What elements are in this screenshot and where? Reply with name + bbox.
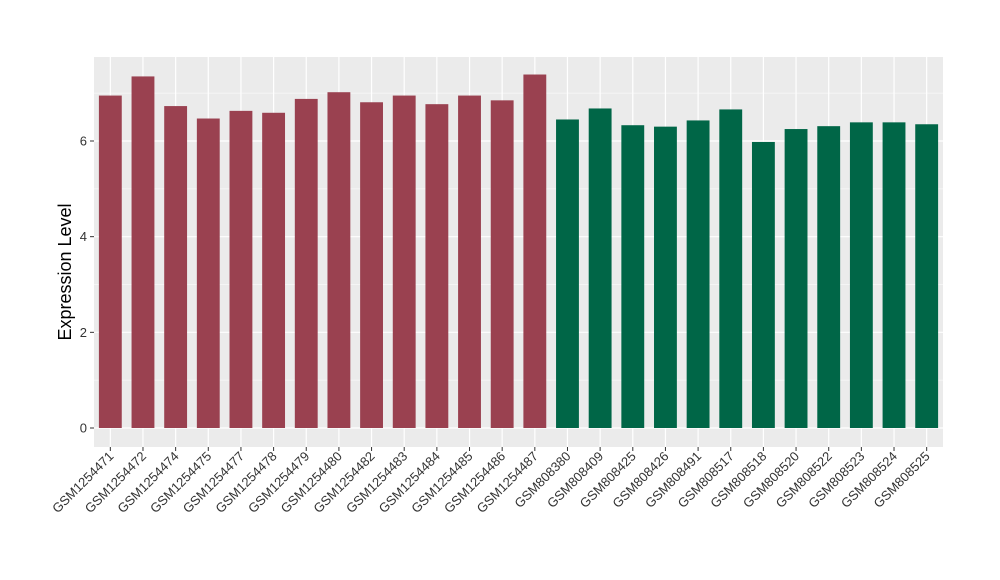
bar-GSM808522	[817, 126, 841, 429]
y-tick-label: 2	[80, 325, 87, 340]
bar-GSM808409	[588, 108, 612, 429]
bar-GSM1254479	[294, 98, 318, 428]
plot-panel	[94, 57, 943, 447]
bar-GSM808524	[882, 122, 906, 428]
bar-GSM1254485	[458, 95, 481, 428]
bar-GSM808425	[621, 125, 645, 428]
x-axis: GSM1254471GSM1254472GSM1254474GSM1254475…	[49, 447, 933, 516]
bar-GSM1254477	[229, 110, 253, 429]
bar-GSM808517	[719, 109, 743, 429]
bar-GSM808426	[654, 126, 677, 429]
bars	[98, 74, 939, 429]
bar-GSM1254472	[131, 76, 155, 429]
bar-GSM808525	[915, 124, 939, 428]
bar-GSM1254483	[392, 95, 416, 428]
y-axis: 0 2 4 6	[80, 134, 94, 436]
bar-GSM808380	[556, 119, 579, 428]
bar-GSM1254475	[196, 118, 220, 428]
bar-GSM808523	[849, 122, 873, 428]
bar-GSM1254487	[523, 74, 547, 429]
y-axis-title: Expression Level	[55, 203, 75, 340]
bar-GSM1254486	[490, 100, 514, 428]
y-tick-label: 0	[80, 421, 87, 436]
bar-GSM1254478	[262, 112, 286, 429]
bar-GSM1254474	[164, 106, 188, 428]
bar-GSM1254482	[360, 102, 383, 428]
bar-GSM808491	[686, 120, 710, 428]
y-tick-label: 6	[80, 134, 87, 149]
bar-GSM1254484	[425, 104, 449, 428]
bar-GSM808520	[784, 129, 808, 428]
bar-GSM1254471	[98, 95, 122, 428]
bar-GSM808518	[751, 141, 775, 428]
y-tick-label: 4	[80, 229, 87, 244]
bar-GSM1254480	[327, 92, 351, 429]
